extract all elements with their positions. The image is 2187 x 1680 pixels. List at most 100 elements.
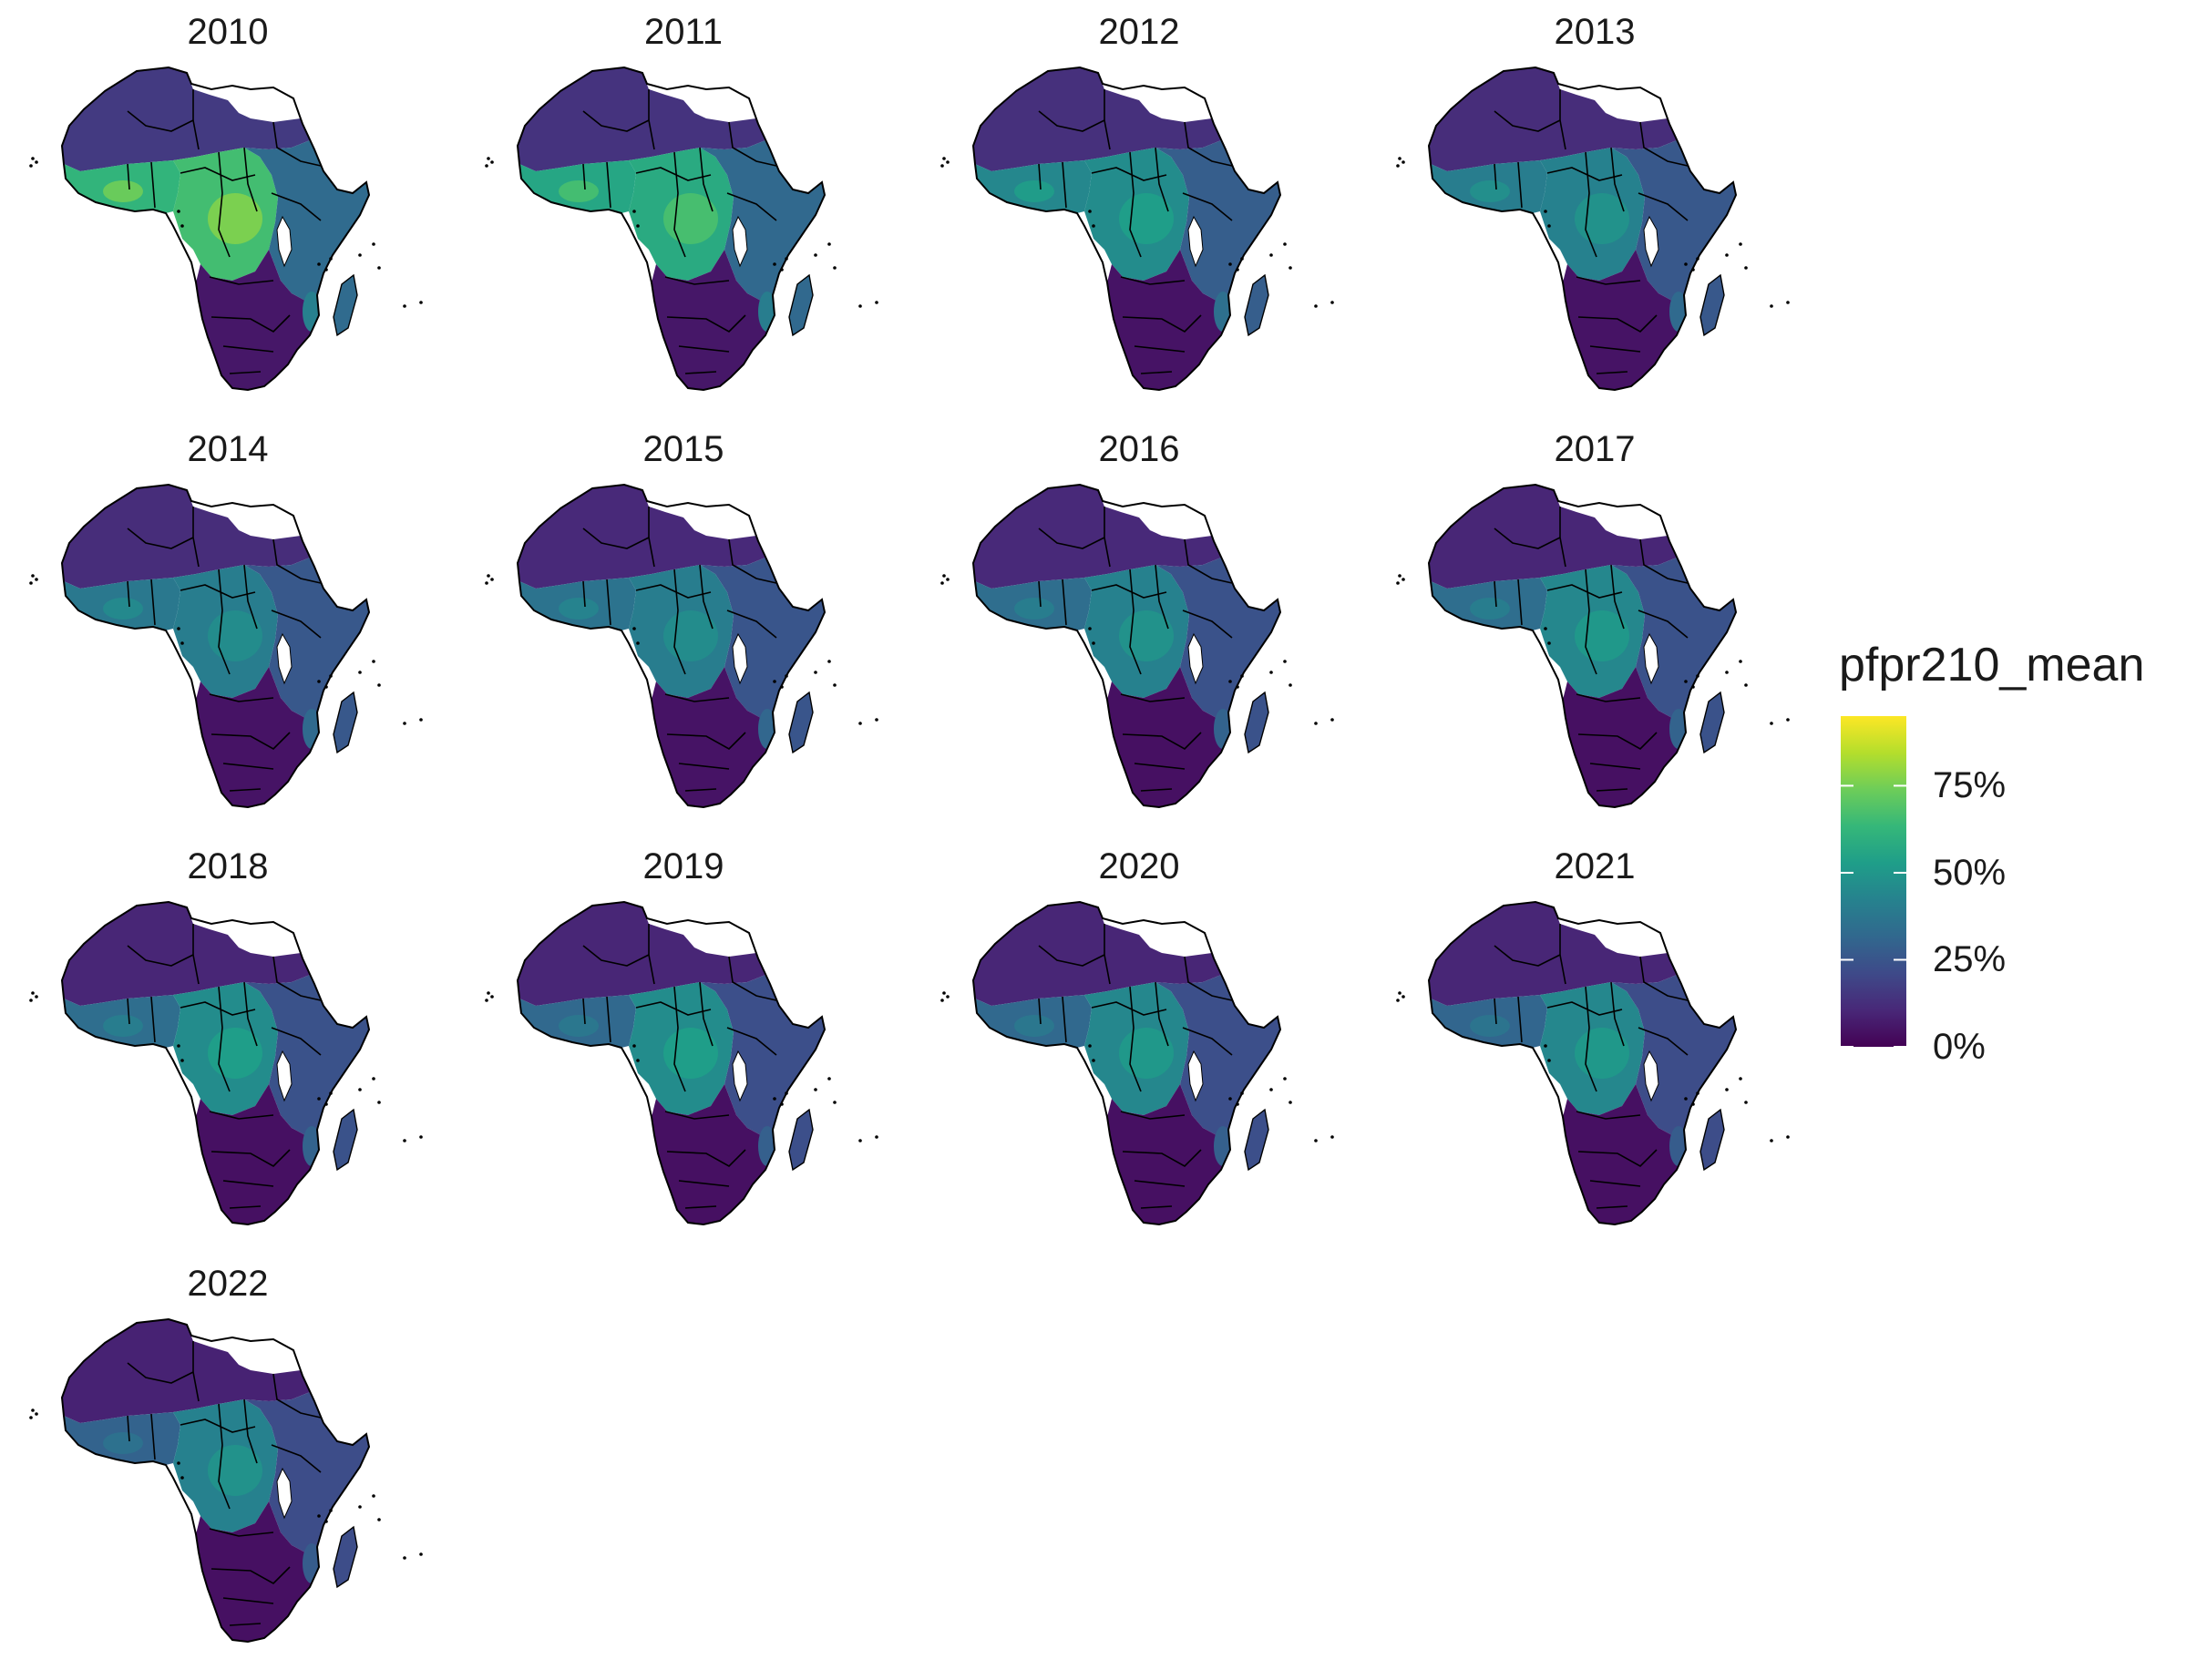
country-border bbox=[127, 110, 194, 132]
island-dot bbox=[1314, 304, 1318, 308]
region-sahel bbox=[62, 67, 310, 171]
island-dot bbox=[1402, 578, 1405, 581]
country-border bbox=[210, 314, 291, 333]
island-dot bbox=[1398, 991, 1402, 995]
madagascar bbox=[1699, 691, 1725, 754]
island-dot bbox=[1770, 304, 1773, 308]
country-border bbox=[229, 1623, 262, 1626]
country-border bbox=[1494, 163, 1497, 190]
africa-map-2021 bbox=[1396, 900, 1790, 1226]
island-dot bbox=[875, 1135, 878, 1139]
island-dot bbox=[1240, 674, 1244, 678]
country-border bbox=[1577, 732, 1658, 750]
hotspot-west-africa bbox=[1470, 598, 1510, 620]
country-border bbox=[1091, 584, 1167, 599]
country-border bbox=[582, 110, 650, 132]
panel-title-2019: 2019 bbox=[642, 846, 724, 886]
madagascar bbox=[333, 691, 358, 754]
country-border bbox=[1182, 192, 1233, 221]
island-dot bbox=[1544, 627, 1547, 630]
region-sa bbox=[652, 250, 775, 390]
country-border bbox=[1140, 1205, 1173, 1209]
africa-map-2015 bbox=[485, 483, 878, 809]
island-dot bbox=[1092, 224, 1095, 228]
island-dot bbox=[31, 574, 35, 578]
island-dot bbox=[29, 999, 33, 1002]
island-dot bbox=[180, 224, 184, 228]
hotspot-west-africa bbox=[1014, 1015, 1054, 1037]
hotspot-central-africa bbox=[1575, 610, 1629, 661]
island-dot bbox=[29, 164, 33, 168]
map-panel-2013: 2013 bbox=[1367, 11, 1822, 428]
region-sa bbox=[652, 667, 775, 807]
island-dot bbox=[1739, 242, 1742, 246]
hotspot-west-africa bbox=[103, 1432, 143, 1454]
island-dot bbox=[1786, 301, 1790, 304]
country-border bbox=[1140, 371, 1173, 374]
country-border bbox=[210, 1149, 291, 1167]
island-dot bbox=[833, 683, 837, 687]
island-dot bbox=[490, 995, 494, 999]
country-border bbox=[150, 579, 156, 626]
country-border bbox=[726, 610, 777, 639]
country-border bbox=[1155, 147, 1169, 212]
country-border bbox=[1104, 89, 1111, 150]
region-nonendemic bbox=[1098, 73, 1212, 122]
island-dot bbox=[632, 1044, 636, 1048]
island-dot bbox=[1770, 722, 1773, 725]
continent-outline bbox=[971, 483, 1282, 809]
country-border bbox=[1038, 998, 1042, 1025]
country-border bbox=[229, 371, 262, 374]
region-nonendemic bbox=[642, 73, 756, 122]
island-dot bbox=[324, 1520, 328, 1523]
region-ea bbox=[244, 975, 369, 1135]
country-border bbox=[582, 163, 586, 190]
region-nonendemic bbox=[1554, 907, 1668, 957]
map-panel-2016: 2016 bbox=[911, 428, 1367, 845]
island-dot bbox=[1283, 242, 1287, 246]
island-dot bbox=[636, 641, 640, 645]
africa-map-2022 bbox=[29, 1317, 423, 1644]
continent-outline bbox=[60, 900, 371, 1226]
country-border bbox=[1517, 579, 1523, 626]
country-border bbox=[684, 788, 717, 792]
map-panel-2022: 2022 bbox=[0, 1263, 456, 1680]
island-dot bbox=[490, 578, 494, 581]
country-border bbox=[673, 569, 686, 675]
hotspot-west-africa bbox=[1014, 598, 1054, 620]
island-dot bbox=[636, 1059, 640, 1062]
island-dot bbox=[814, 1088, 817, 1091]
hotspot-central-africa bbox=[208, 1028, 262, 1079]
lake bbox=[1643, 215, 1659, 268]
island-dot bbox=[773, 1097, 776, 1101]
panel-title-2011: 2011 bbox=[643, 12, 723, 52]
island-dot bbox=[632, 627, 636, 630]
country-border bbox=[1155, 564, 1169, 630]
lake bbox=[1187, 1050, 1204, 1102]
country-border bbox=[1134, 1180, 1186, 1187]
region-sa bbox=[196, 250, 319, 390]
country-border bbox=[1038, 528, 1105, 549]
region-nonendemic bbox=[187, 1325, 301, 1374]
country-border bbox=[1038, 163, 1042, 190]
legend-tick-label: 0% bbox=[1933, 1027, 1986, 1067]
region-sahel bbox=[62, 902, 310, 1006]
country-border bbox=[1494, 945, 1561, 967]
island-dot bbox=[177, 1044, 180, 1048]
country-border bbox=[229, 788, 262, 792]
island-dot bbox=[636, 224, 640, 228]
country-border bbox=[1091, 167, 1167, 181]
island-dot bbox=[485, 581, 488, 585]
country-border bbox=[666, 732, 746, 750]
hotspot-west-africa bbox=[559, 1015, 599, 1037]
country-border bbox=[127, 1415, 130, 1442]
island-dot bbox=[31, 991, 35, 995]
island-dot bbox=[858, 722, 862, 725]
region-ea bbox=[1611, 140, 1736, 301]
panel-title-2021: 2021 bbox=[1554, 846, 1636, 886]
panel-title-2018: 2018 bbox=[187, 846, 269, 886]
island-dot bbox=[1696, 674, 1699, 678]
island-dot bbox=[1092, 1059, 1095, 1062]
panel-title-2020: 2020 bbox=[1098, 846, 1180, 886]
island-dot bbox=[946, 160, 950, 164]
